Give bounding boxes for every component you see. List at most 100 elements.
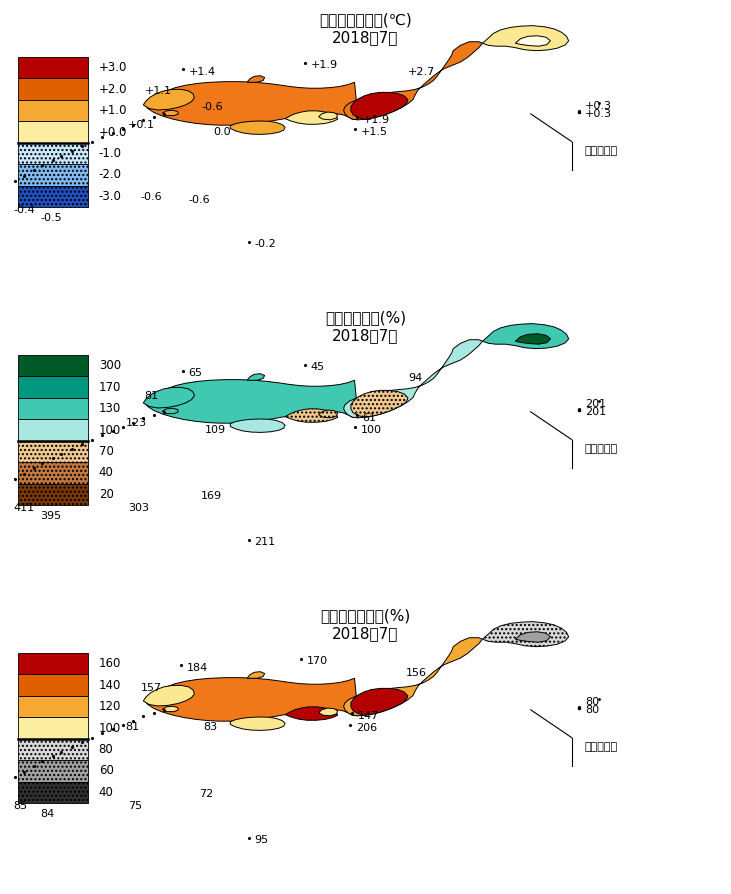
Text: 201: 201 [585,399,606,409]
Polygon shape [351,391,408,417]
Text: +0.3: +0.3 [585,101,612,111]
Text: 206: 206 [356,722,377,733]
Text: 40: 40 [99,786,113,799]
Text: -0.5: -0.5 [40,213,62,223]
Text: 0.0: 0.0 [213,127,231,138]
Text: 411: 411 [13,503,34,513]
Bar [18,760,88,781]
Polygon shape [344,340,482,417]
Text: 169: 169 [201,491,222,502]
Text: 2018年7月: 2018年7月 [333,328,398,343]
Text: 81: 81 [145,391,159,401]
Text: 211: 211 [254,537,276,547]
Bar [18,419,88,441]
Text: 2018年7月: 2018年7月 [333,627,398,641]
Bar [18,738,88,760]
Bar [18,57,88,79]
Text: +0.3: +0.3 [585,109,612,119]
Text: 45: 45 [311,362,325,372]
Text: 100: 100 [360,425,382,434]
Polygon shape [247,671,265,679]
Bar [18,653,88,674]
Text: +1.0: +1.0 [99,104,127,117]
Text: -1.0: -1.0 [99,147,121,160]
Text: +1.4: +1.4 [189,66,216,77]
Text: 平均気温平年差(℃): 平均気温平年差(℃) [319,12,412,27]
Bar [18,100,88,122]
Text: 109: 109 [205,426,226,435]
Text: 130: 130 [99,402,121,415]
Text: 170: 170 [99,381,121,393]
Bar [18,781,88,803]
Polygon shape [143,89,194,110]
Polygon shape [230,121,285,134]
Polygon shape [145,81,358,125]
Text: 300: 300 [99,359,121,372]
Text: +1.5: +1.5 [360,127,387,137]
Polygon shape [515,36,550,46]
Polygon shape [162,706,178,712]
Text: 95: 95 [254,835,268,846]
Bar [18,143,88,164]
Text: 72: 72 [199,789,213,799]
Polygon shape [230,717,285,730]
Polygon shape [482,26,569,51]
Polygon shape [344,42,482,120]
Text: -3.0: -3.0 [99,190,121,203]
Bar [18,484,88,505]
Text: +2.0: +2.0 [99,82,127,96]
Polygon shape [247,76,265,82]
Text: -0.4: -0.4 [13,205,35,215]
Text: 184: 184 [186,662,208,672]
Bar [18,355,88,376]
Text: 303: 303 [128,503,149,513]
Text: +3.0: +3.0 [99,61,127,74]
Text: 157: 157 [140,683,162,694]
Bar [18,376,88,398]
Text: 156: 156 [406,668,427,678]
Text: 65: 65 [189,368,202,378]
Text: 85: 85 [13,801,27,811]
Text: 小笠原諸島: 小笠原諸島 [585,742,618,753]
Text: 小笠原諸島: 小笠原諸島 [585,444,618,454]
Text: 20: 20 [99,488,113,501]
Text: 100: 100 [99,424,121,436]
Bar [18,398,88,419]
Text: 降水量平年比(%): 降水量平年比(%) [325,310,406,325]
Polygon shape [515,632,550,642]
Bar [18,696,88,717]
Text: 日照時間平年比(%): 日照時間平年比(%) [320,608,411,623]
Text: 170: 170 [307,656,328,666]
Text: 80: 80 [99,743,113,756]
Polygon shape [515,333,550,344]
Polygon shape [230,419,285,433]
Text: 81: 81 [126,721,140,731]
Text: 80: 80 [585,704,599,715]
Bar [18,122,88,143]
Text: 2018年7月: 2018年7月 [333,30,398,46]
Text: 40: 40 [99,467,113,479]
Polygon shape [143,686,194,706]
Text: 小笠原諸島: 小笠原諸島 [585,147,618,156]
Text: 60: 60 [99,764,113,778]
Polygon shape [162,409,178,414]
Polygon shape [247,374,265,380]
Text: -2.0: -2.0 [99,168,121,181]
Polygon shape [482,621,569,646]
Polygon shape [319,708,338,716]
Bar [18,164,88,186]
Text: +2.7: +2.7 [408,66,435,77]
Polygon shape [143,387,194,408]
Bar [18,717,88,738]
Text: 100: 100 [99,721,121,735]
Bar [18,79,88,100]
Polygon shape [319,112,338,120]
Polygon shape [344,637,482,716]
Text: 395: 395 [40,510,61,520]
Text: -0.6: -0.6 [140,192,162,202]
Polygon shape [145,678,358,721]
Text: +0.1: +0.1 [128,120,155,131]
Text: 201: 201 [585,407,606,417]
Text: +1.9: +1.9 [363,114,390,125]
Text: 80: 80 [585,696,599,707]
